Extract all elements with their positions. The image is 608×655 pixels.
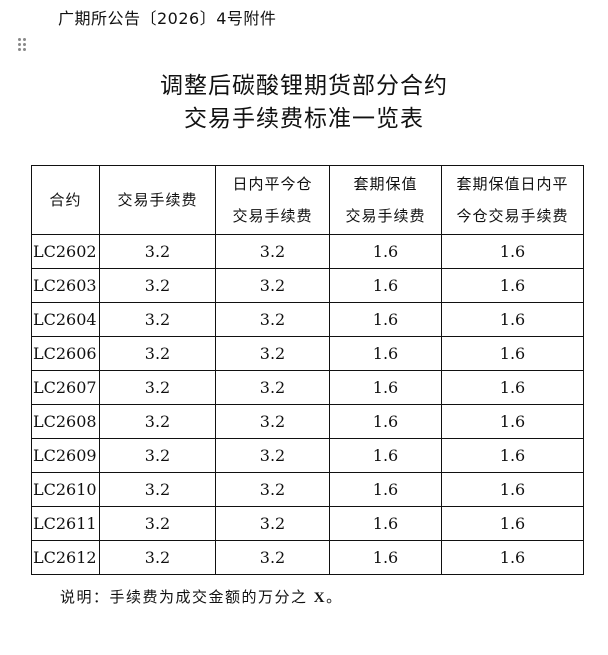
fee-cell: 3.2 bbox=[215, 370, 330, 405]
table-row: LC2602 3.2 3.2 1.6 1.6 bbox=[31, 234, 584, 269]
fee-cell: 1.6 bbox=[441, 438, 584, 473]
fee-cell: 1.6 bbox=[329, 370, 442, 405]
fee-cell: 1.6 bbox=[441, 268, 584, 303]
column-header: 日内平今仓交易手续费 bbox=[215, 165, 330, 235]
fee-cell: 1.6 bbox=[329, 336, 442, 371]
contract-code-cell: LC2612 bbox=[31, 540, 100, 575]
column-header-line1: 交易手续费 bbox=[117, 191, 198, 209]
table-row: LC2608 3.2 3.2 1.6 1.6 bbox=[31, 404, 584, 439]
contract-code-cell: LC2609 bbox=[31, 438, 100, 473]
fee-cell: 1.6 bbox=[329, 540, 442, 575]
fee-cell: 1.6 bbox=[441, 302, 584, 337]
column-header-line1: 套期保值 bbox=[353, 175, 418, 193]
column-header: 交易手续费 bbox=[99, 165, 216, 235]
fee-cell: 3.2 bbox=[99, 268, 216, 303]
document-title-line1: 调整后碳酸锂期货部分合约 bbox=[160, 73, 448, 99]
fee-cell: 3.2 bbox=[215, 472, 330, 507]
footnote: 说明：手续费为成交金额的万分之 X。 bbox=[60, 586, 343, 607]
fee-cell: 1.6 bbox=[441, 336, 584, 371]
fee-cell: 3.2 bbox=[215, 234, 330, 269]
footnote-variable: X bbox=[313, 590, 327, 606]
contract-code-cell: LC2602 bbox=[31, 234, 100, 269]
contract-code-cell: LC2608 bbox=[31, 404, 100, 439]
contract-code-cell: LC2610 bbox=[31, 472, 100, 507]
fee-cell: 3.2 bbox=[215, 506, 330, 541]
contract-code-cell: LC2607 bbox=[31, 370, 100, 405]
footnote-end: 。 bbox=[326, 588, 343, 606]
fee-cell: 1.6 bbox=[329, 234, 442, 269]
fee-cell: 1.6 bbox=[441, 404, 584, 439]
fee-cell: 3.2 bbox=[215, 438, 330, 473]
contract-code-cell: LC2603 bbox=[31, 268, 100, 303]
table-row: LC2604 3.2 3.2 1.6 1.6 bbox=[31, 302, 584, 337]
fee-cell: 1.6 bbox=[329, 472, 442, 507]
fee-cell: 1.6 bbox=[329, 438, 442, 473]
fee-cell: 3.2 bbox=[99, 438, 216, 473]
table-header-row: 合约 交易手续费 日内平今仓 交易手续费 套期保值 交易手续费 套期保值日内平 今仓交易手续费 bbox=[31, 165, 584, 235]
footnote-text: 说明：手续费为成交金额的万分之 bbox=[60, 588, 308, 606]
fee-cell: 3.2 bbox=[99, 370, 216, 405]
column-header-line2: 交易手续费 bbox=[232, 207, 313, 225]
fee-cell: 1.6 bbox=[441, 540, 584, 575]
fee-cell: 3.2 bbox=[99, 506, 216, 541]
fee-cell: 3.2 bbox=[99, 336, 216, 371]
column-header: 合约 bbox=[31, 165, 100, 235]
contract-code-cell: LC2611 bbox=[31, 506, 100, 541]
contract-code-cell: LC2604 bbox=[31, 302, 100, 337]
drag-handle-icon[interactable] bbox=[18, 38, 28, 52]
table-row: LC2612 3.2 3.2 1.6 1.6 bbox=[31, 540, 584, 575]
fee-cell: 1.6 bbox=[329, 404, 442, 439]
column-header-line2: 今仓交易手续费 bbox=[456, 207, 569, 225]
fee-cell: 1.6 bbox=[329, 302, 442, 337]
document-reference: 广期所公告〔2026〕4号附件 bbox=[58, 9, 277, 28]
fee-cell: 3.2 bbox=[99, 540, 216, 575]
column-header: 套期保值日内平 今仓交易手续费 bbox=[441, 165, 584, 235]
table-row: LC2607 3.2 3.2 1.6 1.6 bbox=[31, 370, 584, 405]
fee-cell: 3.2 bbox=[215, 302, 330, 337]
column-header-line2: 交易手续费 bbox=[345, 207, 426, 225]
column-header-line1: 合约 bbox=[49, 191, 82, 209]
fee-cell: 3.2 bbox=[215, 540, 330, 575]
fee-cell: 1.6 bbox=[441, 370, 584, 405]
table-row: LC2606 3.2 3.2 1.6 1.6 bbox=[31, 336, 584, 371]
table-row: LC2609 3.2 3.2 1.6 1.6 bbox=[31, 438, 584, 473]
fee-cell: 3.2 bbox=[215, 404, 330, 439]
column-header-line1: 套期保值日内平 bbox=[456, 175, 569, 193]
fee-cell: 3.2 bbox=[99, 472, 216, 507]
fee-cell: 3.2 bbox=[99, 404, 216, 439]
fee-cell: 3.2 bbox=[215, 268, 330, 303]
document-title-line2: 交易手续费标准一览表 bbox=[184, 106, 424, 132]
fee-cell: 1.6 bbox=[441, 506, 584, 541]
fee-cell: 1.6 bbox=[441, 234, 584, 269]
fee-table: 合约 交易手续费 日内平今仓 交易手续费 套期保值 交易手续费 套期保值日内平 今仓交易手续费… bbox=[31, 165, 584, 575]
fee-cell: 3.2 bbox=[215, 336, 330, 371]
table-row: LC2610 3.2 3.2 1.6 1.6 bbox=[31, 472, 584, 507]
table-row: LC2611 3.2 3.2 1.6 1.6 bbox=[31, 506, 584, 541]
column-header-line1: 日内平今仓 bbox=[232, 175, 313, 193]
table-row: LC2603 3.2 3.2 1.6 1.6 bbox=[31, 268, 584, 303]
fee-cell: 3.2 bbox=[99, 302, 216, 337]
fee-cell: 3.2 bbox=[99, 234, 216, 269]
fee-cell: 1.6 bbox=[441, 472, 584, 507]
contract-code-cell: LC2606 bbox=[31, 336, 100, 371]
column-header: 套期保值 交易手续费 bbox=[329, 165, 442, 235]
fee-cell: 1.6 bbox=[329, 506, 442, 541]
fee-cell: 1.6 bbox=[329, 268, 442, 303]
